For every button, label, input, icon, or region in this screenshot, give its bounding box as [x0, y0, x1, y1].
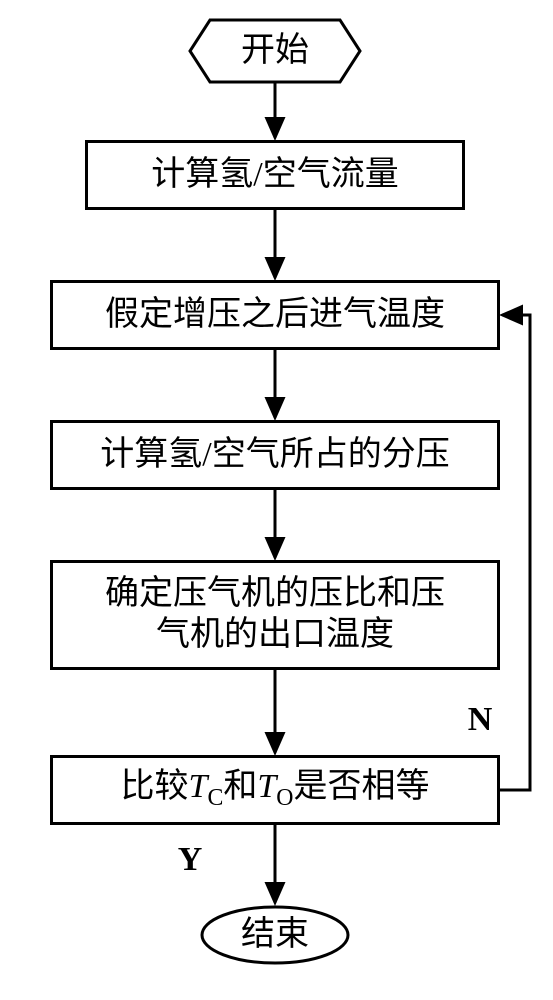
cmp-suffix: 是否相等: [293, 768, 429, 805]
cmp-s1: C: [207, 785, 223, 811]
flowchart-canvas: 开始 计算氢/空气流量 假定增压之后进气温度 计算氢/空气所占的分压 确定压气机…: [0, 0, 553, 1000]
cmp-t1: T: [189, 768, 208, 805]
edge-label-n: N: [460, 700, 500, 740]
node-compressor-label: 确定压气机的压比和压 气机的出口温度: [105, 574, 445, 656]
end-label: 结束: [200, 905, 350, 965]
node-compressor: 确定压气机的压比和压 气机的出口温度: [50, 560, 500, 670]
start-label: 开始: [190, 20, 360, 82]
edge-label-y: Y: [170, 840, 210, 880]
cmp-mid: 和: [223, 768, 257, 805]
node-calc-flow: 计算氢/空气流量: [85, 140, 465, 210]
node-compare: 比较TC和TO是否相等: [50, 755, 500, 825]
cmp-s2: O: [276, 785, 293, 811]
node-partial-pressure: 计算氢/空气所占的分压: [50, 420, 500, 490]
node-assume-temp: 假定增压之后进气温度: [50, 280, 500, 350]
cmp-t2: T: [257, 768, 276, 805]
cmp-prefix: 比较: [121, 768, 189, 805]
compare-text: 比较TC和TO是否相等: [121, 767, 430, 812]
